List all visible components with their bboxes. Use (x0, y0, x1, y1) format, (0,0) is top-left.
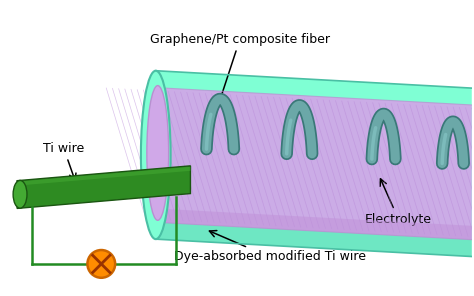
Ellipse shape (147, 86, 169, 220)
Text: Dye-absorbed modified Ti wire: Dye-absorbed modified Ti wire (173, 231, 365, 263)
Text: Ti wire: Ti wire (43, 141, 84, 181)
Polygon shape (156, 88, 472, 240)
Polygon shape (156, 71, 472, 257)
Ellipse shape (141, 71, 171, 239)
Polygon shape (156, 221, 472, 257)
Polygon shape (156, 208, 472, 240)
Polygon shape (17, 167, 191, 186)
Ellipse shape (13, 181, 27, 208)
Circle shape (87, 250, 115, 278)
Text: Electrolyte: Electrolyte (365, 179, 432, 226)
Polygon shape (17, 166, 191, 208)
Text: Graphene/Pt composite fiber: Graphene/Pt composite fiber (150, 33, 330, 101)
